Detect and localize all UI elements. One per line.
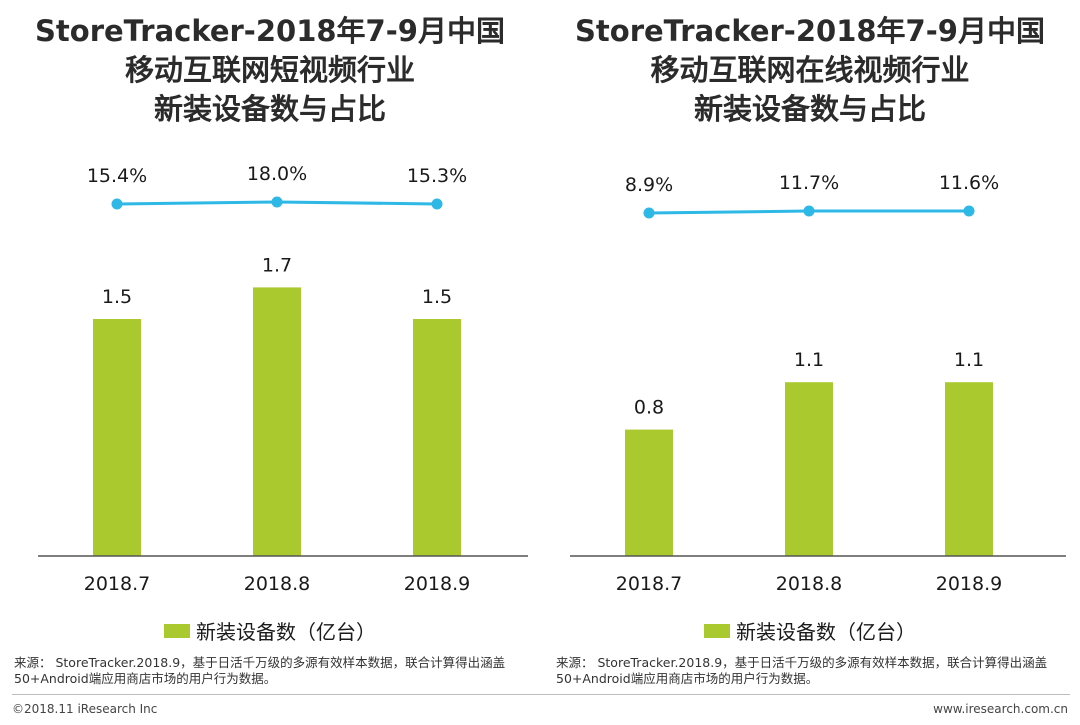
chart-canvas: 1.5 1.7 1.5 2018.7 2018.8 2018.9 15.4% 18.0% 15.… (38, 163, 528, 595)
bar-value-label: 1.1 (794, 349, 824, 371)
chart-title-line-1: StoreTracker-2018年7-9月中国 (575, 14, 1045, 48)
chart-canvas: 0.8 1.1 1.1 2018.7 2018.8 2018.9 8.9% 11.7% 11.6… (570, 172, 1066, 595)
bar (625, 429, 673, 556)
legend-swatch (164, 623, 190, 638)
x-tick-label: 2018.7 (84, 573, 150, 595)
chart-title-line-3: 新装设备数与占比 (153, 92, 386, 126)
source-note: 来源： StoreTracker.2018.9，基于日活千万级的多源有效样本数据… (556, 655, 1048, 686)
bar (413, 319, 461, 556)
bar (785, 382, 833, 556)
share-value-label: 11.6% (939, 172, 999, 194)
x-tick-label: 2018.8 (244, 573, 310, 595)
bar (253, 287, 301, 556)
footer-copyright: ©2018.11 iResearch Inc (12, 702, 158, 716)
bar (945, 382, 993, 556)
chart-title-line-2: 移动互联网在线视频行业 (650, 53, 970, 87)
chart-panel-short-video: StoreTracker-2018年7-9月中国 移动互联网短视频行业 新装设备… (0, 0, 540, 644)
legend-label: 新装设备数（亿台） (196, 620, 376, 644)
footer-divider (12, 694, 1070, 695)
chart-title: StoreTracker-2018年7-9月中国 移动互联网短视频行业 新装设备… (0, 12, 540, 129)
share-point (111, 198, 123, 210)
legend-label: 新装设备数（亿台） (736, 620, 916, 644)
chart-title-line-3: 新装设备数与占比 (693, 92, 926, 126)
share-value-label: 15.4% (87, 165, 147, 187)
share-point (803, 205, 815, 217)
x-tick-label: 2018.7 (616, 573, 682, 595)
share-value-label: 18.0% (247, 163, 307, 185)
share-point (963, 205, 975, 217)
x-tick-label: 2018.8 (776, 573, 842, 595)
x-tick-label: 2018.9 (936, 573, 1002, 595)
chart-legend: 新装设备数（亿台） (540, 616, 1080, 645)
bar-value-label: 0.8 (634, 397, 664, 419)
bar (93, 319, 141, 556)
share-point (431, 198, 443, 210)
share-point (643, 207, 655, 219)
share-value-label: 15.3% (407, 165, 467, 187)
share-point (271, 196, 283, 208)
share-value-label: 11.7% (779, 172, 839, 194)
bar-value-label: 1.1 (954, 349, 984, 371)
chart-title-line-2: 移动互联网短视频行业 (124, 53, 415, 87)
footer-website: www.iresearch.com.cn (933, 702, 1068, 716)
chart-title: StoreTracker-2018年7-9月中国 移动互联网在线视频行业 新装设… (540, 12, 1080, 129)
legend-swatch (704, 623, 730, 638)
chart-title-line-1: StoreTracker-2018年7-9月中国 (35, 14, 505, 48)
chart-panel-online-video: StoreTracker-2018年7-9月中国 移动互联网在线视频行业 新装设… (540, 0, 1080, 644)
source-note: 来源： StoreTracker.2018.9，基于日活千万级的多源有效样本数据… (14, 655, 506, 686)
chart-legend: 新装设备数（亿台） (0, 616, 540, 645)
share-value-label: 8.9% (625, 174, 673, 196)
bar-value-label: 1.5 (102, 286, 132, 308)
bar-value-label: 1.5 (422, 286, 452, 308)
bar-value-label: 1.7 (262, 254, 292, 276)
x-tick-label: 2018.9 (404, 573, 470, 595)
